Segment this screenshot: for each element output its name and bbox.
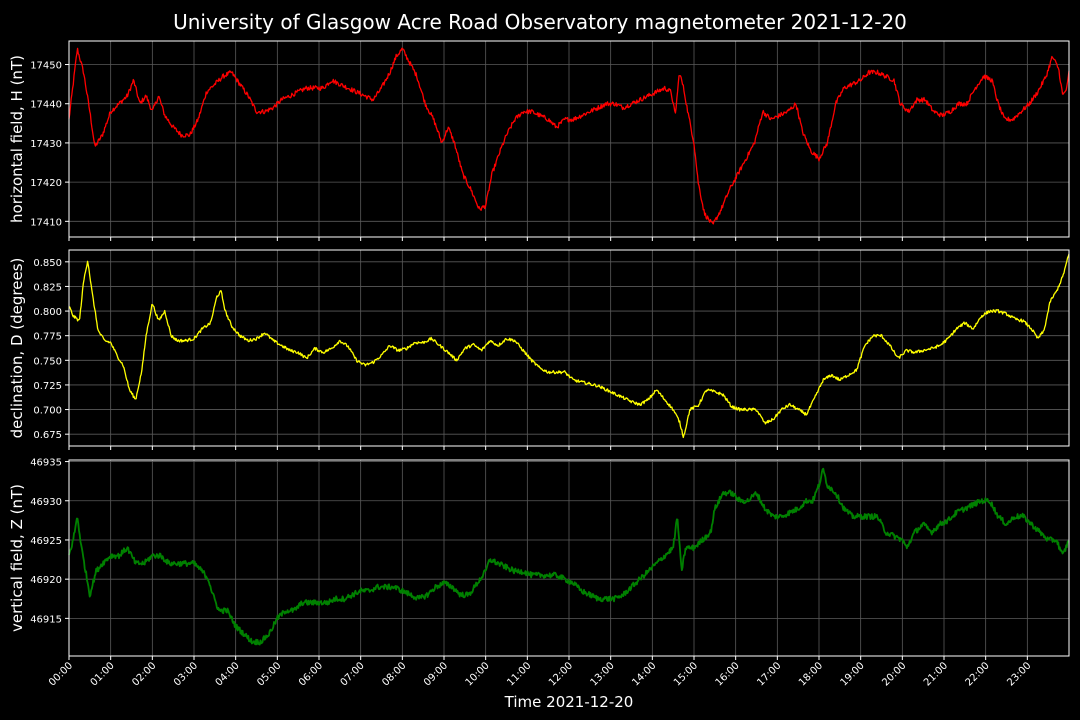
panel-frame: [68, 459, 1070, 657]
y-tick-label: 17440: [30, 100, 62, 111]
y-tick-label: 0.675: [33, 430, 62, 441]
panel-frame: [68, 249, 1070, 447]
x-axis-label: Time 2021-12-20: [504, 693, 634, 711]
y-axis-label: horizontal field, H (nT): [8, 55, 26, 223]
series-line: [68, 467, 1070, 646]
y-tick-label: 46930: [30, 497, 62, 508]
y-tick-label: 0.850: [33, 258, 62, 269]
series-line: [68, 253, 1070, 439]
y-tick-label: 17420: [30, 178, 62, 189]
y-tick-label: 46935: [30, 458, 62, 469]
y-tick-label: 0.825: [33, 282, 62, 293]
panel-3: 46915 46920 46925 46930 46935 vertical field,…: [8, 458, 1070, 660]
y-tick-label: 46915: [30, 614, 62, 625]
y-tick-label: 0.800: [33, 307, 62, 318]
y-tick-label: 0.725: [33, 381, 62, 392]
panel-frame: [68, 40, 1070, 238]
y-tick-label: 17450: [30, 61, 62, 72]
y-tick-label: 46925: [30, 536, 62, 547]
y-axis-label: vertical field, Z (nT): [8, 484, 26, 632]
panel-1: 17410 17420 17430 17440 17450 horizontal fiel…: [8, 40, 1070, 241]
y-tick-label: 17430: [30, 139, 62, 150]
y-axis-label: declination, D (degrees): [8, 258, 26, 439]
y-tick-label: 17410: [30, 217, 62, 228]
y-tick-label: 0.775: [33, 332, 62, 343]
y-tick-label: 0.750: [33, 356, 62, 367]
series-line: [68, 47, 1070, 225]
chart-title: University of Glasgow Acre Road Observat…: [173, 10, 907, 34]
panel-2: 0.675 0.700 0.725 0.750 0.775 0.800 0.825 0.850…: [8, 249, 1070, 450]
y-tick-label: 0.700: [33, 406, 62, 417]
y-tick-label: 46920: [30, 575, 62, 586]
